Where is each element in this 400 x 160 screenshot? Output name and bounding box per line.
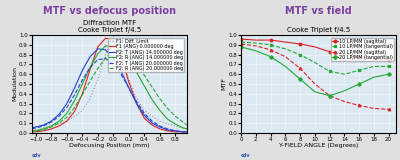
Text: cdv: cdv bbox=[32, 153, 42, 158]
X-axis label: Defocusing Position (mm): Defocusing Position (mm) bbox=[69, 143, 150, 148]
Legend: F1: Diff. Limit, F1 (ANG) 0.000000 deg, F2: T (ANG) 14.000000 deg, F2: R (ANG) 1: F1: Diff. Limit, F1 (ANG) 0.000000 deg, … bbox=[108, 38, 184, 72]
X-axis label: Y-FIELD ANGLE (Degrees): Y-FIELD ANGLE (Degrees) bbox=[279, 143, 358, 148]
Y-axis label: Modulation: Modulation bbox=[13, 67, 18, 101]
Text: MTF vs field: MTF vs field bbox=[285, 6, 352, 16]
Legend: 10 LP/MM (sagittal), 10 LP/MM (tangential), 20 LP/MM (sagittal), 20 LP/MM (tange: 10 LP/MM (sagittal), 10 LP/MM (tangentia… bbox=[331, 38, 394, 61]
Text: MTF vs defocus position: MTF vs defocus position bbox=[43, 6, 176, 16]
Text: cdv: cdv bbox=[241, 153, 251, 158]
Y-axis label: MTF: MTF bbox=[222, 78, 227, 90]
Title: Cooke Triplet f/4.5: Cooke Triplet f/4.5 bbox=[287, 27, 350, 33]
Title: Diffraction MTF
Cooke Triplet f/4.5: Diffraction MTF Cooke Triplet f/4.5 bbox=[78, 20, 141, 33]
